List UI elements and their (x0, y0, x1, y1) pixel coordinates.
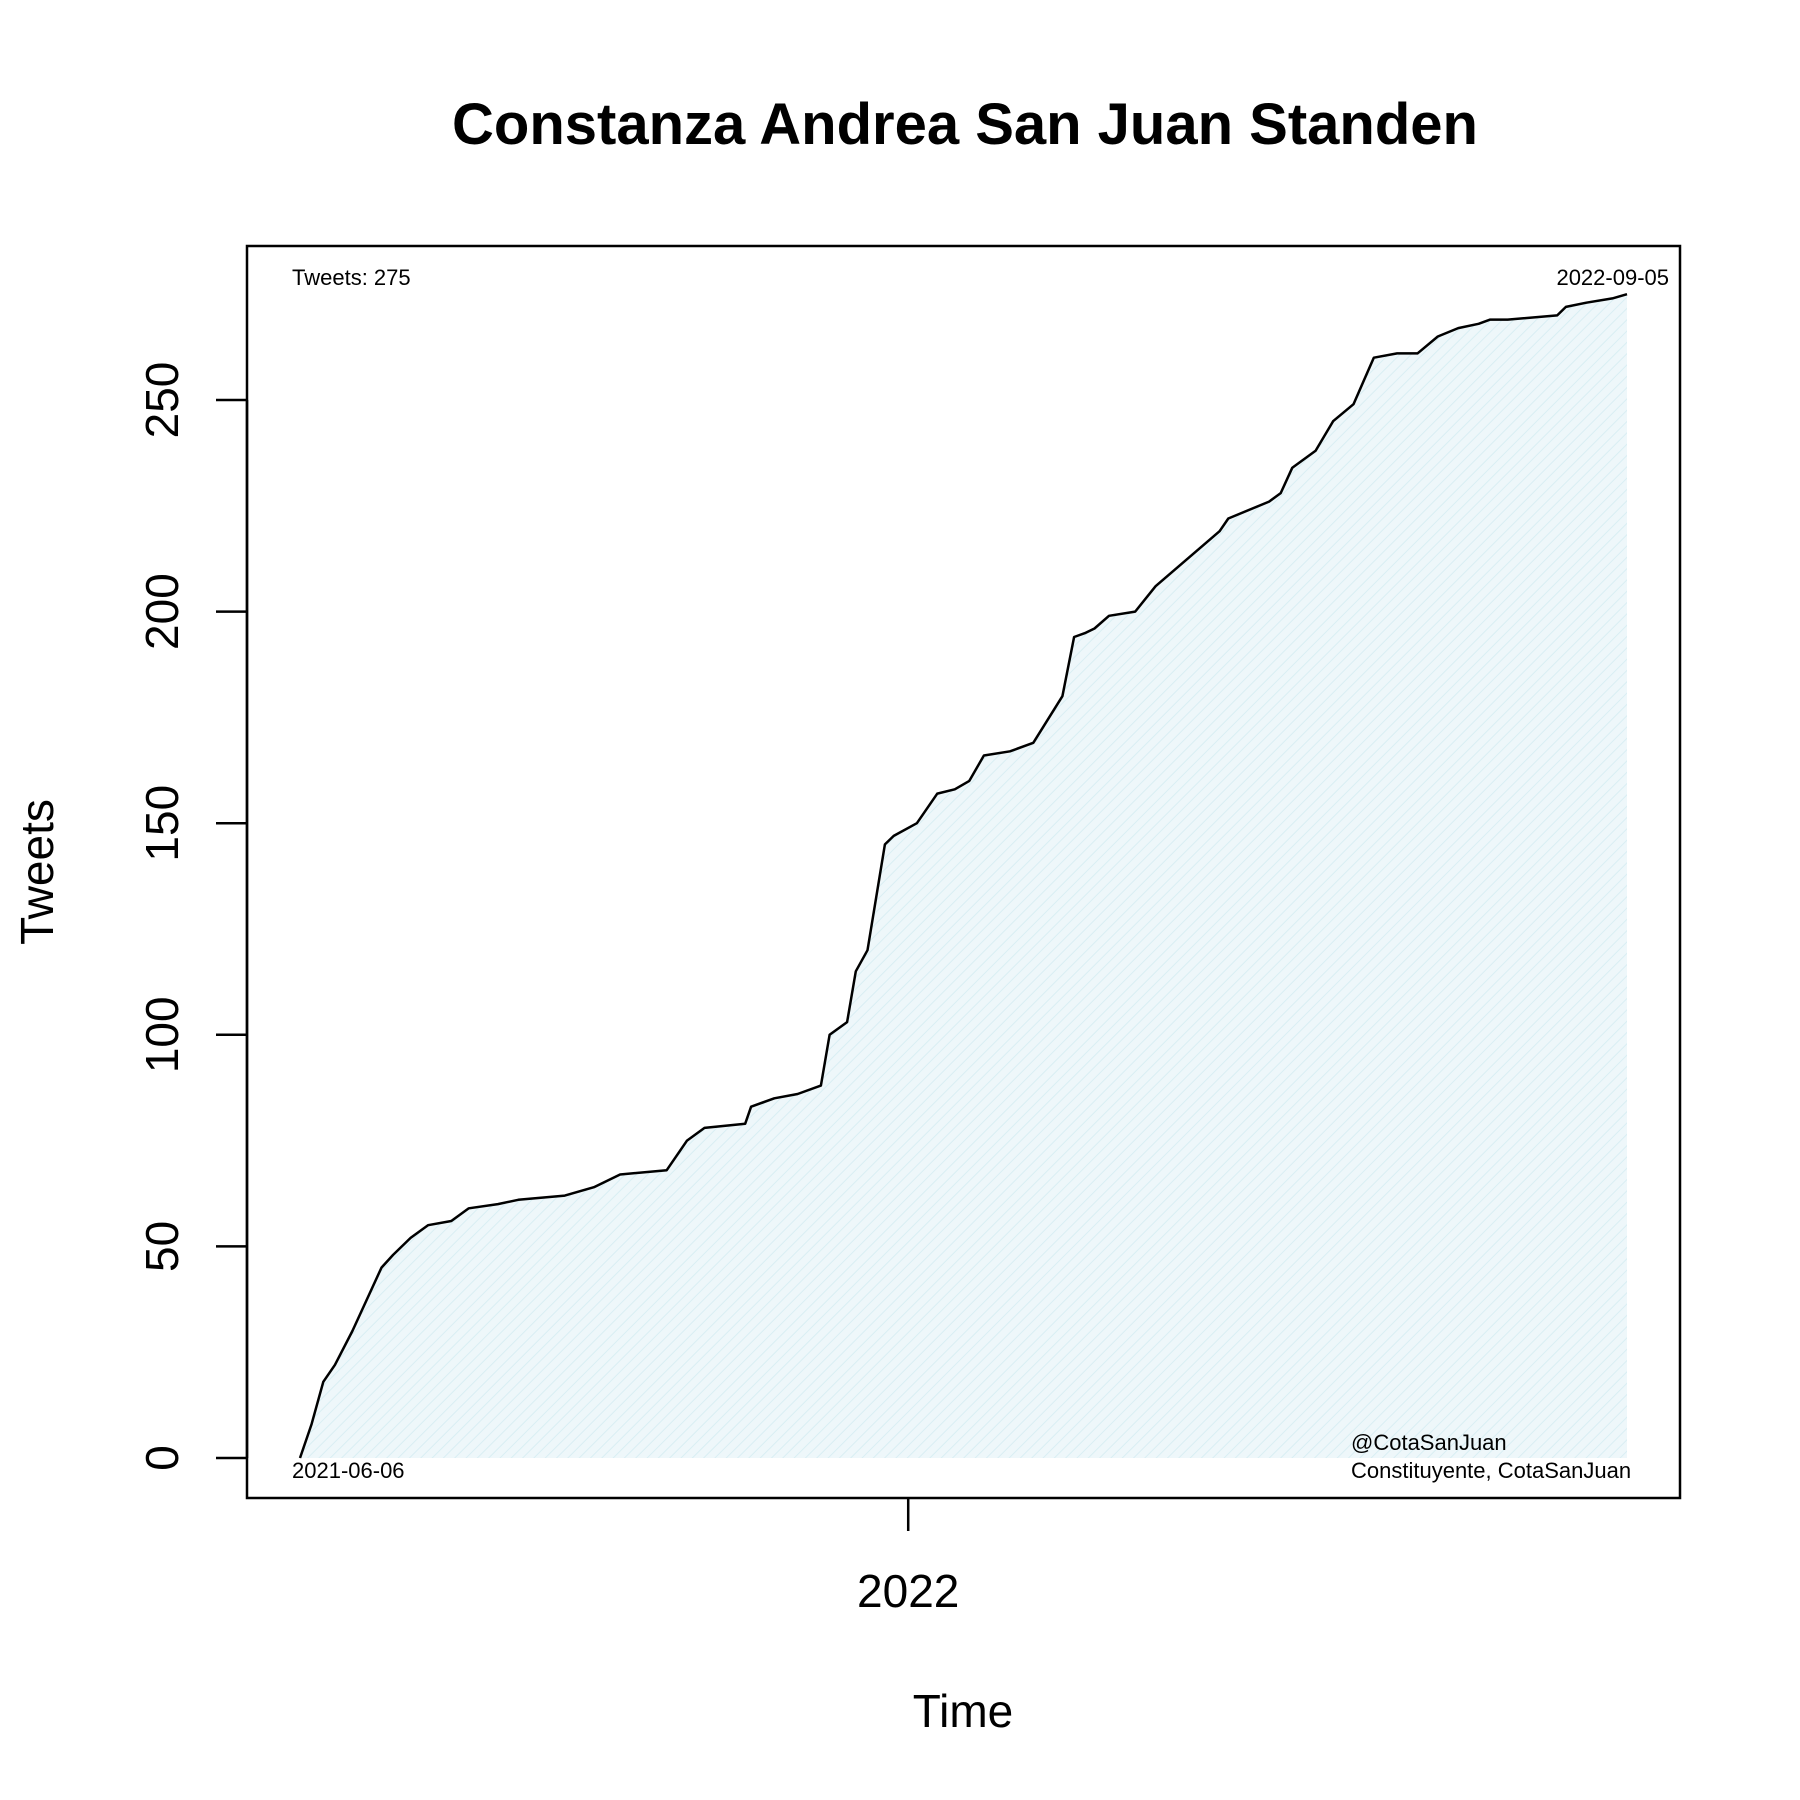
x-axis-label: Time (913, 1685, 1014, 1737)
y-tick-label: 150 (136, 785, 188, 862)
handle-annotation: @CotaSanJuan (1351, 1430, 1507, 1455)
y-axis: 0 50 100 150 200 250 (136, 362, 249, 1471)
y-tick-label: 50 (136, 1221, 188, 1272)
y-tick-label: 200 (136, 573, 188, 650)
y-tick-label: 0 (136, 1445, 188, 1471)
x-axis: 2022 (857, 1498, 959, 1617)
account-annotation: Constituyente, CotaSanJuan (1351, 1458, 1631, 1483)
y-tick-label: 250 (136, 362, 188, 439)
tweet-count-annotation: Tweets: 275 (292, 265, 411, 290)
cumulative-tweets-line (298, 292, 1628, 1459)
x-tick-label: 2022 (857, 1565, 959, 1617)
cumulative-area-fill (300, 294, 1627, 1459)
y-axis-label: Tweets (11, 799, 63, 945)
start-date-annotation: 2021-06-06 (292, 1458, 405, 1483)
y-tick-label: 100 (136, 996, 188, 1073)
chart-title: Constanza Andrea San Juan Standen (452, 92, 1478, 157)
end-date-annotation: 2022-09-05 (1556, 265, 1669, 290)
